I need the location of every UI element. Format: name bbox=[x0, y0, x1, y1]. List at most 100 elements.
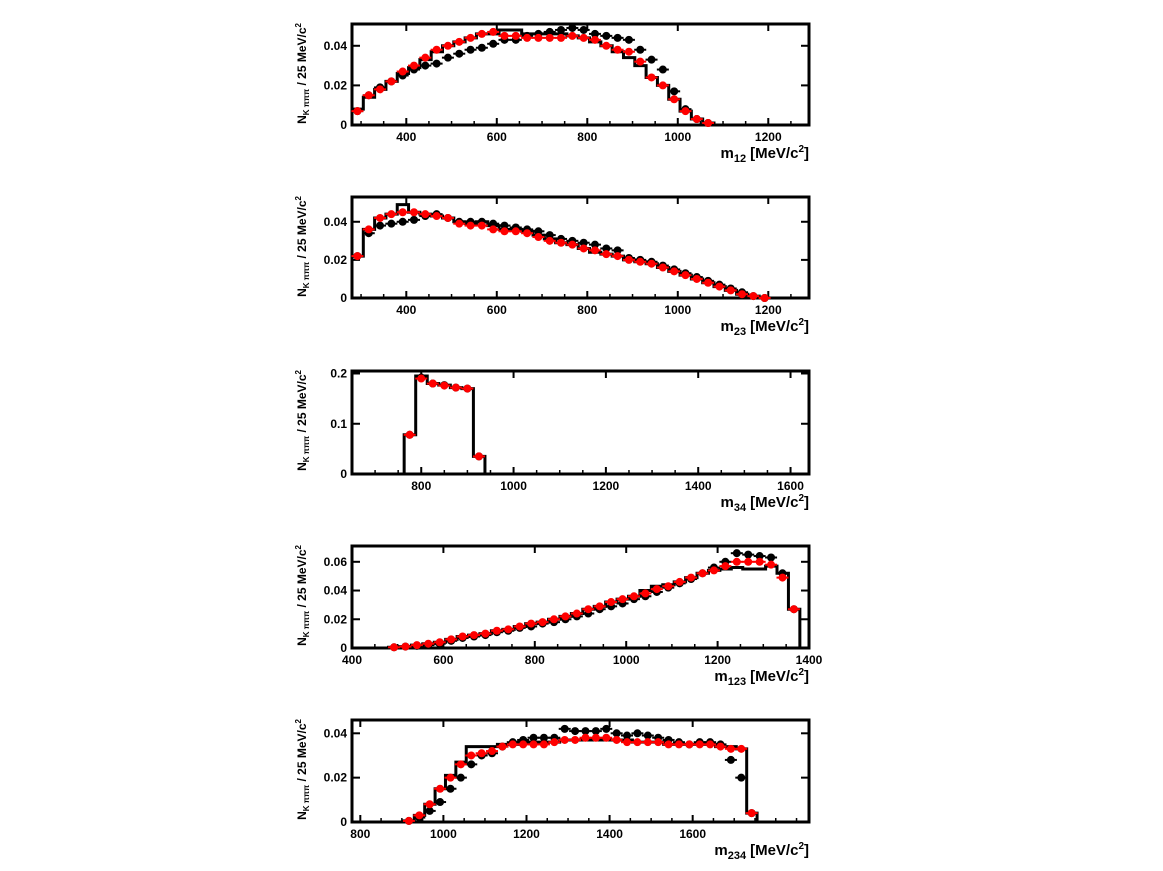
x-tick-label: 1200 bbox=[513, 827, 540, 841]
data-point bbox=[481, 629, 490, 638]
y-tick-label: 0.02 bbox=[324, 78, 348, 92]
data-point bbox=[591, 727, 600, 736]
data-point bbox=[458, 632, 467, 641]
data-point bbox=[579, 25, 588, 34]
y-tick-label: 0.02 bbox=[324, 771, 348, 785]
data-point bbox=[421, 53, 430, 62]
x-tick-label: 600 bbox=[433, 653, 453, 667]
data-point bbox=[534, 233, 543, 242]
data-point bbox=[721, 562, 730, 571]
x-tick-label: 400 bbox=[342, 653, 362, 667]
data-point bbox=[455, 219, 464, 228]
data-point bbox=[737, 773, 746, 782]
data-point bbox=[489, 27, 498, 36]
data-point bbox=[568, 23, 577, 32]
y-tick-label: 0 bbox=[340, 118, 347, 132]
data-point bbox=[463, 384, 472, 393]
data-point bbox=[687, 573, 696, 582]
data-point bbox=[387, 219, 396, 228]
data-point bbox=[557, 33, 566, 42]
data-point bbox=[387, 77, 396, 86]
data-point bbox=[623, 731, 632, 740]
data-point bbox=[467, 751, 476, 760]
data-point bbox=[618, 595, 627, 604]
x-tick-label: 1000 bbox=[664, 130, 691, 144]
data-point bbox=[477, 221, 486, 230]
y-tick-label: 0.02 bbox=[324, 612, 348, 626]
data-point bbox=[581, 727, 590, 736]
data-point bbox=[508, 740, 517, 749]
chart-panel-5: 800 1000 1200 1400 1600 0 0.02 0.04 m234 [MeV/c2]… bbox=[294, 718, 811, 862]
data-point bbox=[744, 550, 753, 559]
data-point bbox=[364, 225, 373, 234]
data-point bbox=[425, 800, 434, 809]
data-point bbox=[432, 59, 441, 68]
data-point bbox=[643, 738, 652, 747]
data-point bbox=[767, 560, 776, 569]
data-point bbox=[670, 267, 679, 276]
x-tick-label: 800 bbox=[411, 479, 431, 493]
data-point bbox=[706, 740, 715, 749]
data-point bbox=[456, 760, 465, 769]
data-point bbox=[456, 773, 465, 782]
data-point bbox=[579, 238, 588, 247]
data-point bbox=[692, 274, 701, 283]
data-point bbox=[398, 208, 407, 217]
data-point bbox=[409, 61, 418, 70]
data-point bbox=[755, 552, 764, 561]
data-point bbox=[466, 45, 475, 54]
x-axis-label: m123 [MeV/c2] bbox=[714, 667, 809, 688]
data-point bbox=[424, 639, 433, 648]
data-point bbox=[579, 244, 588, 253]
chart-panel-3: 800 1000 1200 1400 1600 0 0.1 0.2 m34 [MeV/c2] NK … bbox=[294, 367, 811, 514]
data-point bbox=[571, 735, 580, 744]
data-point bbox=[732, 557, 741, 566]
data-point bbox=[500, 221, 509, 230]
data-point bbox=[613, 252, 622, 261]
x-axis-label: m234 [MeV/c2] bbox=[714, 841, 809, 862]
data-point bbox=[778, 573, 787, 582]
data-point bbox=[466, 33, 475, 42]
data-point bbox=[602, 724, 611, 733]
data-point bbox=[474, 452, 483, 461]
data-point bbox=[523, 33, 532, 42]
x-tick-label: 800 bbox=[577, 303, 597, 317]
data-point bbox=[647, 55, 656, 64]
data-point bbox=[447, 635, 456, 644]
y-tick-label: 0.04 bbox=[324, 584, 348, 598]
data-point bbox=[398, 67, 407, 76]
x-tick-label: 400 bbox=[396, 130, 416, 144]
data-point bbox=[641, 589, 650, 598]
x-tick-label: 1000 bbox=[500, 479, 527, 493]
data-point bbox=[560, 724, 569, 733]
data-point bbox=[579, 33, 588, 42]
data-point bbox=[557, 238, 566, 247]
data-point bbox=[387, 210, 396, 219]
x-tick-label: 1600 bbox=[679, 827, 706, 841]
data-point bbox=[695, 740, 704, 749]
data-point bbox=[440, 381, 449, 390]
data-point bbox=[549, 615, 558, 624]
data-point bbox=[477, 749, 486, 758]
series-red-points bbox=[351, 208, 771, 302]
data-point bbox=[612, 735, 621, 744]
data-point bbox=[685, 740, 694, 749]
data-point bbox=[446, 773, 455, 782]
chart-panel-2: 400 600 800 1000 1200 0 0.02 0.04 m23 [MeV/c2] NK … bbox=[294, 195, 811, 338]
data-point bbox=[489, 225, 498, 234]
data-point bbox=[376, 213, 385, 222]
data-point bbox=[613, 45, 622, 54]
data-point bbox=[613, 33, 622, 42]
data-point bbox=[390, 643, 399, 652]
data-point bbox=[658, 81, 667, 90]
data-point bbox=[636, 45, 645, 54]
data-point bbox=[612, 729, 621, 738]
data-point bbox=[401, 642, 410, 651]
data-point bbox=[658, 65, 667, 74]
data-point bbox=[760, 294, 769, 302]
data-point bbox=[545, 231, 554, 240]
data-point bbox=[538, 618, 547, 627]
data-point bbox=[571, 727, 580, 736]
data-point bbox=[412, 641, 421, 650]
